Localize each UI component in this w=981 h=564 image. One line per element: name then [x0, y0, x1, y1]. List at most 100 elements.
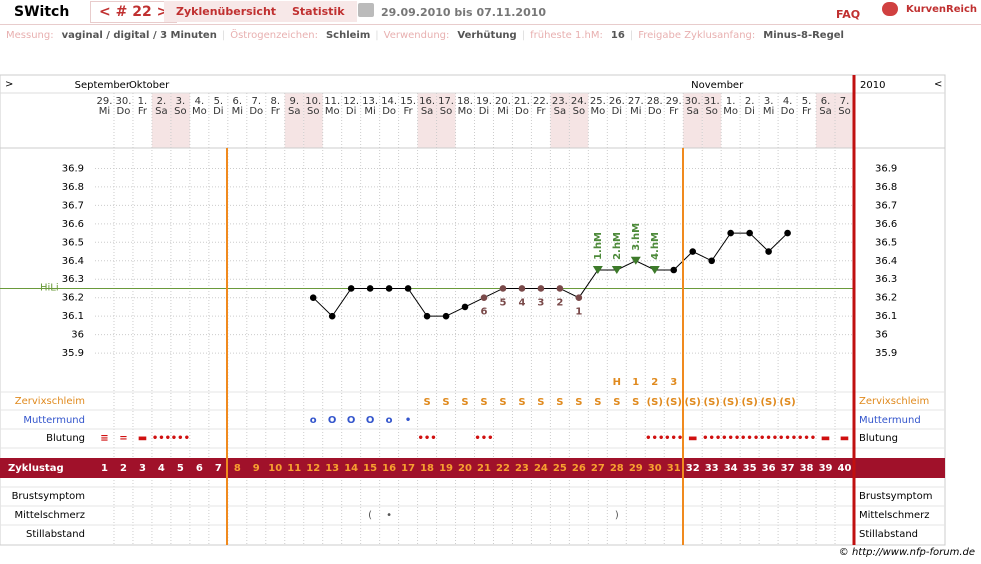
weekend-shade	[550, 93, 570, 148]
day-date: 6.	[233, 96, 243, 107]
temperature-point	[499, 285, 507, 292]
y-tick-label: 36.7	[875, 200, 897, 211]
cycle-day: 17	[401, 463, 415, 474]
zervix-symbol: H	[613, 377, 621, 388]
faq-link[interactable]: FAQ	[836, 8, 861, 21]
y-tick-label: 36.3	[62, 274, 84, 285]
temperature-point	[556, 285, 564, 292]
weekend-shade	[170, 93, 190, 148]
day-date: 2.	[745, 96, 755, 107]
day-date: 30.	[116, 96, 132, 107]
cycle-day: 33	[705, 463, 719, 474]
blutung-symbol: ▬	[138, 433, 147, 444]
day-date: 17.	[438, 96, 454, 107]
cycle-day: 27	[591, 463, 605, 474]
blutung-symbol: •••	[778, 433, 797, 444]
cycle-day: 10	[268, 463, 282, 474]
zervix-symbol: S	[594, 397, 601, 408]
day-weekday: So	[440, 106, 452, 117]
blutung-symbol: •••	[417, 433, 436, 444]
hm-label: 1.hM	[593, 232, 604, 260]
tab[interactable]: Zyklenübersicht	[164, 1, 289, 22]
y-tick-label: 36.7	[62, 200, 84, 211]
weekend-shade	[683, 93, 703, 148]
brand[interactable]: KurvenReich	[906, 4, 978, 15]
zervix-symbol: S	[480, 397, 487, 408]
cycle-day: 6	[196, 463, 203, 474]
zervix-symbol: (S)	[779, 397, 795, 408]
blutung-symbol: •••	[797, 433, 816, 444]
row-label: Mittelschmerz	[15, 510, 85, 521]
day-weekday: Mo	[723, 106, 738, 117]
zervix-symbol: 3	[670, 377, 677, 388]
cycle-day: 30	[648, 463, 662, 474]
temperature-point	[423, 312, 431, 320]
blutung-symbol: •••	[702, 433, 721, 444]
day-weekday: Mo	[325, 106, 340, 117]
blutung-symbol: •••	[664, 433, 683, 444]
blutung-symbol: •••	[740, 433, 759, 444]
day-date: 11.	[324, 96, 340, 107]
weekend-shade	[436, 93, 456, 148]
day-weekday: Mi	[99, 106, 110, 117]
hili-label: HiLi	[40, 282, 59, 293]
zervix-symbol: 2	[651, 377, 658, 388]
y-tick-label: 36	[875, 330, 888, 341]
zervix-symbol: S	[556, 397, 563, 408]
countdown-label: 4	[518, 297, 525, 308]
day-date: 13.	[362, 96, 378, 107]
zervix-symbol: S	[632, 397, 639, 408]
day-date: 8.	[270, 96, 280, 107]
nav-arrow: <	[934, 79, 942, 90]
day-date: 21.	[514, 96, 530, 107]
cycle-day: 9	[253, 463, 260, 474]
day-date: 15.	[400, 96, 416, 107]
cycle-day: 40	[838, 463, 852, 474]
cycle-day: 7	[215, 463, 222, 474]
day-date: 2.	[157, 96, 167, 107]
zervix-symbol: (S)	[704, 397, 720, 408]
day-date: 25.	[590, 96, 606, 107]
mittel-symbol: (	[368, 510, 372, 521]
day-date: 31.	[704, 96, 720, 107]
print-icon[interactable]	[358, 3, 374, 17]
app-title: SWitch	[14, 4, 70, 20]
info-label: Verwendung:	[383, 30, 450, 41]
y-tick-label: 35.9	[62, 348, 84, 359]
cycle-day: 15	[363, 463, 377, 474]
temperature-point	[328, 312, 336, 320]
tab[interactable]: Statistik	[280, 1, 357, 22]
temperature-point	[309, 294, 317, 301]
month-label: Oktober	[129, 80, 170, 91]
blutung-symbol: •••	[152, 433, 171, 444]
muttermund-symbol: O	[328, 415, 337, 426]
day-date: 5.	[214, 96, 224, 107]
row-label: Zervixschleim	[859, 396, 929, 407]
row-label: Muttermund	[859, 415, 921, 426]
info-value: Verhütung	[457, 30, 517, 41]
y-tick-label: 35.9	[875, 348, 897, 359]
y-tick-label: 36.8	[62, 182, 84, 193]
weekend-shade	[417, 93, 437, 148]
year-label: 2010	[860, 80, 885, 91]
countdown-label: 1	[575, 307, 582, 318]
day-date: 20.	[495, 96, 511, 107]
day-date: 3.	[764, 96, 774, 107]
temperature-point	[746, 229, 753, 237]
weekend-shade	[569, 93, 589, 148]
day-weekday: Do	[515, 106, 529, 117]
day-date: 19.	[476, 96, 492, 107]
cycle-day: 2	[120, 463, 127, 474]
zervix-symbol: (S)	[760, 397, 776, 408]
zervix-symbol: S	[518, 397, 525, 408]
y-tick-label: 36.6	[62, 219, 84, 230]
day-date: 7.	[840, 96, 850, 107]
day-weekday: Do	[382, 106, 396, 117]
y-tick-label: 36.2	[62, 293, 84, 304]
day-weekday: Mi	[630, 106, 641, 117]
day-weekday: Sa	[155, 106, 167, 117]
info-label: früheste 1.hM:	[530, 30, 603, 41]
blutung-symbol: ▬	[840, 433, 849, 444]
day-weekday: Mi	[497, 106, 508, 117]
